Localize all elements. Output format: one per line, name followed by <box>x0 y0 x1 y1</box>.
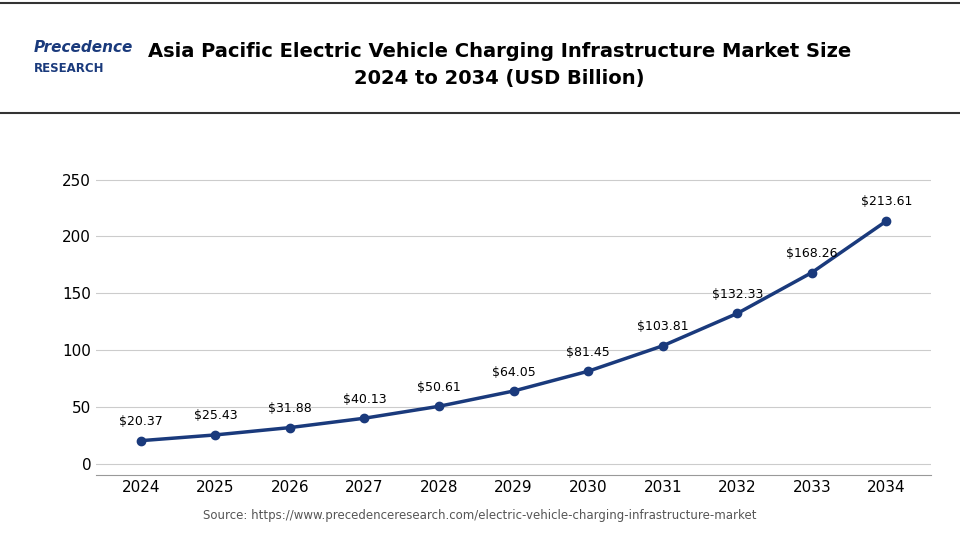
Text: RESEARCH: RESEARCH <box>34 62 104 75</box>
Text: $81.45: $81.45 <box>566 346 610 359</box>
Text: Source: https://www.precedenceresearch.com/electric-vehicle-charging-infrastruct: Source: https://www.precedenceresearch.c… <box>204 509 756 522</box>
Text: $40.13: $40.13 <box>343 393 386 406</box>
Text: $103.81: $103.81 <box>636 320 688 333</box>
Text: $31.88: $31.88 <box>268 402 312 415</box>
Text: $64.05: $64.05 <box>492 366 536 379</box>
Text: $25.43: $25.43 <box>194 409 237 422</box>
Text: $50.61: $50.61 <box>418 381 461 394</box>
Text: Precedence: Precedence <box>34 40 133 55</box>
Text: Asia Pacific Electric Vehicle Charging Infrastructure Market Size
2024 to 2034 (: Asia Pacific Electric Vehicle Charging I… <box>148 42 851 87</box>
Text: $132.33: $132.33 <box>711 288 763 301</box>
Text: $168.26: $168.26 <box>786 247 838 260</box>
Text: $213.61: $213.61 <box>861 195 912 208</box>
Text: $20.37: $20.37 <box>119 415 162 428</box>
